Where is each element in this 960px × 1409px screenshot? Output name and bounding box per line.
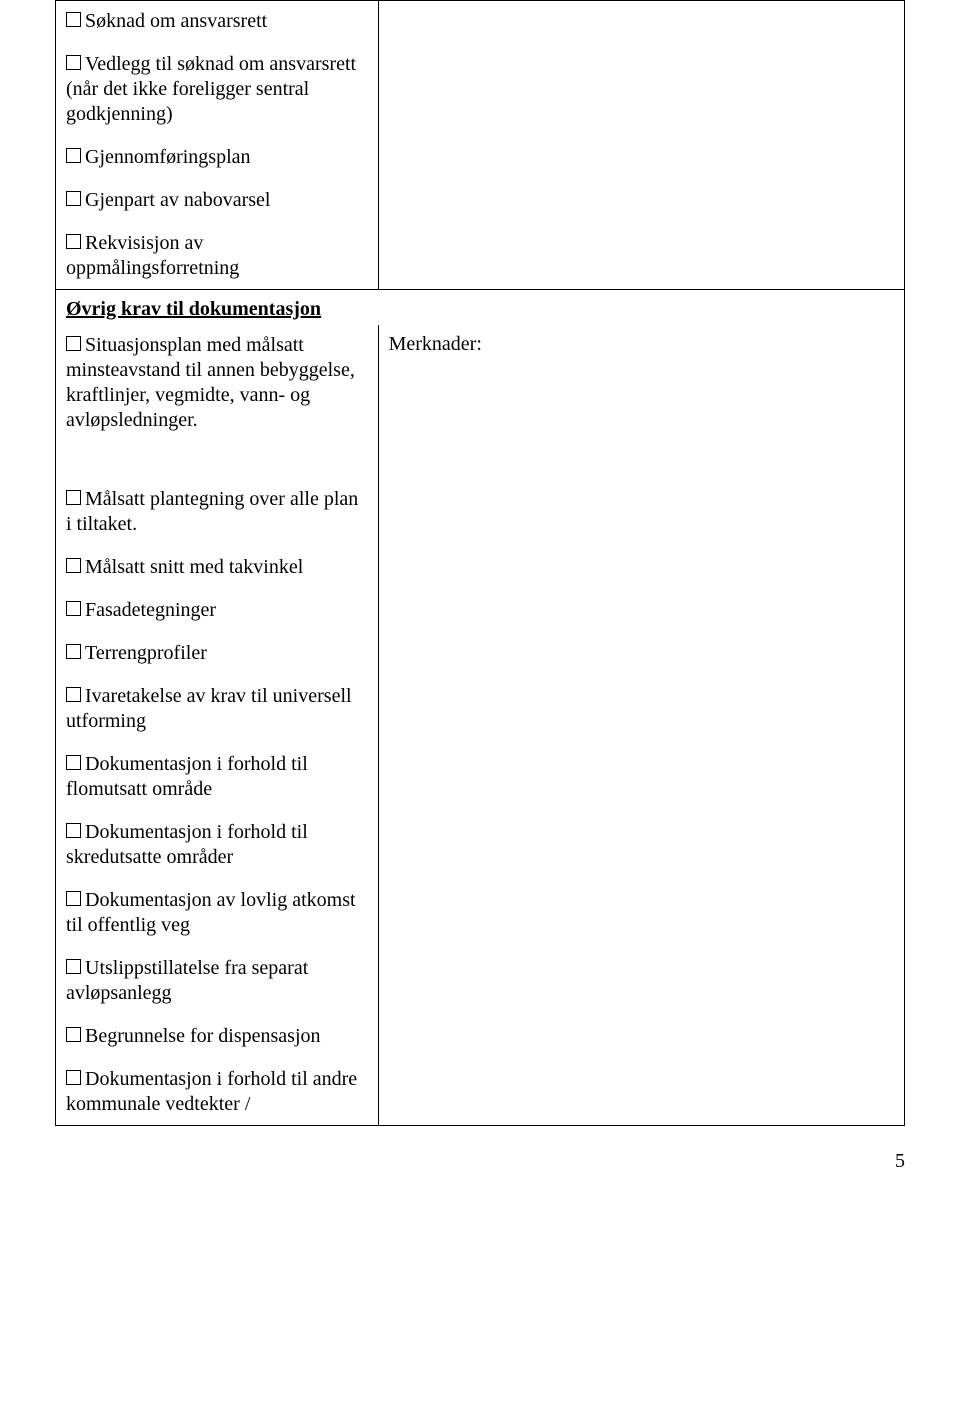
checkbox-item: Målsatt snitt med takvinkel [66,555,368,580]
checkbox-item: Vedlegg til søknad om ansvarsrett (når d… [66,52,368,127]
checkbox-label: Søknad om ansvarsrett [85,10,267,32]
checkbox-icon[interactable] [66,558,81,573]
spacer [66,469,368,487]
checkbox-label: Begrunnelse for dispensasjon [85,1025,321,1047]
checkbox-icon[interactable] [66,234,81,249]
checkbox-item: Begrunnelse for dispensasjon [66,1024,368,1049]
checkbox-label: Situasjonsplan med målsatt minsteavstand… [66,334,355,431]
checkbox-label: Fasadetegninger [85,599,216,621]
form-table: Søknad om ansvarsrett Vedlegg til søknad… [55,0,905,1126]
merknader-label: Merknader: [389,333,894,356]
checkbox-icon[interactable] [66,601,81,616]
checkbox-icon[interactable] [66,1027,81,1042]
checkbox-label: Målsatt plantegning over alle plan i til… [66,488,358,535]
checkbox-item: Gjenpart av nabovarsel [66,188,368,213]
checkbox-item: Utslippstillatelse fra separat avløpsanl… [66,956,368,1006]
checkbox-item: Situasjonsplan med målsatt minsteavstand… [66,333,368,433]
checkbox-label: Terrengprofiler [85,642,207,664]
spacer [66,451,368,469]
checkbox-label: Dokumentasjon av lovlig atkomst til offe… [66,889,356,936]
checkbox-icon[interactable] [66,687,81,702]
checkbox-icon[interactable] [66,55,81,70]
checkbox-item: Dokumentasjon i forhold til andre kommun… [66,1067,368,1117]
checkbox-icon[interactable] [66,891,81,906]
checkbox-label: Dokumentasjon i forhold til flomutsatt o… [66,753,308,800]
section2-right-cell: Merknader: [378,325,904,1126]
checkbox-item: Fasadetegninger [66,598,368,623]
checkbox-item: Søknad om ansvarsrett [66,9,368,34]
section2-left-cell: Situasjonsplan med målsatt minsteavstand… [56,325,379,1126]
section-header: Øvrig krav til dokumentasjon [66,298,894,325]
checkbox-icon[interactable] [66,148,81,163]
checkbox-icon[interactable] [66,1070,81,1085]
checkbox-label: Målsatt snitt med takvinkel [85,556,303,578]
checkbox-item: Dokumentasjon av lovlig atkomst til offe… [66,888,368,938]
checkbox-label: Gjenpart av nabovarsel [85,189,270,211]
checkbox-icon[interactable] [66,191,81,206]
checkbox-label: Dokumentasjon i forhold til andre kommun… [66,1068,357,1115]
checkbox-label: Utslippstillatelse fra separat avløpsanl… [66,957,308,1004]
page-number: 5 [0,1126,960,1173]
checkbox-item: Dokumentasjon i forhold til flomutsatt o… [66,752,368,802]
checkbox-item: Rekvisisjon av oppmålingsforretning [66,231,368,281]
checkbox-icon[interactable] [66,644,81,659]
checkbox-icon[interactable] [66,12,81,27]
checkbox-label: Gjennomføringsplan [85,146,251,168]
checkbox-label: Rekvisisjon av oppmålingsforretning [66,232,239,279]
checkbox-item: Dokumentasjon i forhold til skredutsatte… [66,820,368,870]
checkbox-label: Dokumentasjon i forhold til skredutsatte… [66,821,308,868]
section2-header-cell: Øvrig krav til dokumentasjon [56,290,905,326]
section1-right-cell [378,1,904,290]
checkbox-icon[interactable] [66,823,81,838]
checkbox-item: Målsatt plantegning over alle plan i til… [66,487,368,537]
checkbox-icon[interactable] [66,959,81,974]
checkbox-label: Vedlegg til søknad om ansvarsrett (når d… [66,53,356,125]
checkbox-item: Terrengprofiler [66,641,368,666]
page-container: Søknad om ansvarsrett Vedlegg til søknad… [0,0,960,1126]
checkbox-item: Ivaretakelse av krav til universell utfo… [66,684,368,734]
section1-left-cell: Søknad om ansvarsrett Vedlegg til søknad… [56,1,379,290]
checkbox-icon[interactable] [66,490,81,505]
checkbox-icon[interactable] [66,755,81,770]
checkbox-label: Ivaretakelse av krav til universell utfo… [66,685,352,732]
checkbox-icon[interactable] [66,336,81,351]
checkbox-item: Gjennomføringsplan [66,145,368,170]
